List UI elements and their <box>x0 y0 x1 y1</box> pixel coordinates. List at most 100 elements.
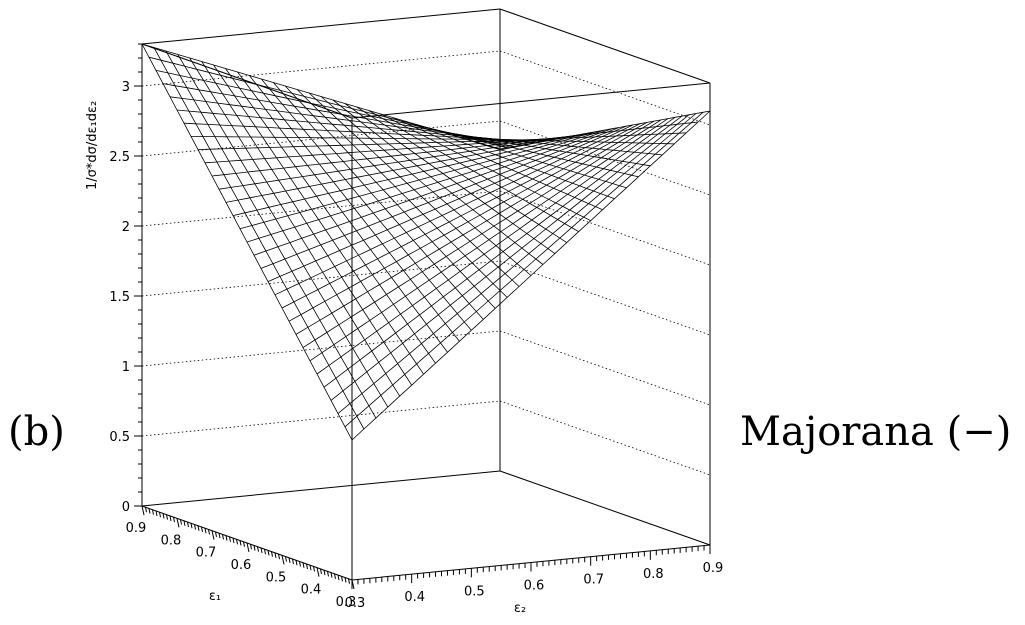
e1-axis-tick <box>278 554 280 560</box>
e1-axis-tick <box>232 537 235 544</box>
e1-axis-tick <box>225 535 228 541</box>
e1-axis-tick <box>141 505 145 516</box>
box-front-edges <box>141 43 711 580</box>
e1-axis-tick <box>169 515 172 521</box>
e1-axis-tick <box>306 563 308 570</box>
mesh-line-e2 <box>141 43 353 441</box>
e1-axis-tick <box>194 524 196 530</box>
e1-tick-label: 0.7 <box>196 546 217 561</box>
e1-axis-tick <box>341 576 343 582</box>
e2-tick-label: 0.8 <box>643 567 664 582</box>
e1-axis-tick <box>334 573 336 579</box>
box-floor-back-edge <box>499 470 711 546</box>
e1-axis-tick <box>271 551 273 557</box>
mesh-line-e2 <box>153 47 365 430</box>
e2-tick-label: 0.7 <box>583 573 604 588</box>
e1-axis-tick <box>148 508 151 514</box>
e1-tick-label: 0.6 <box>231 558 252 573</box>
e1-axis-tick <box>253 545 256 551</box>
mesh-line-e2 <box>404 120 615 200</box>
box-top-front-edge <box>351 82 711 119</box>
mesh-line-e2 <box>249 75 460 342</box>
e1-tick-label: 0.3 <box>336 595 357 610</box>
panel-label: (b) <box>8 409 65 455</box>
e1-axis-tick <box>288 557 291 563</box>
axes <box>134 43 711 590</box>
e2-tick-label: 0.9 <box>703 561 724 576</box>
e1-axis-tick <box>218 533 221 539</box>
box-back-edges <box>141 8 711 546</box>
mesh-line-e2 <box>332 99 544 265</box>
e1-axis-tick <box>246 542 250 553</box>
e1-axis-tick <box>173 517 175 523</box>
z-gridline <box>499 50 711 126</box>
mesh-line-e2 <box>380 113 591 222</box>
e1-axis-tick <box>299 561 301 567</box>
e1-axis-tick <box>236 539 238 545</box>
mesh-line-e2 <box>225 68 436 364</box>
e1-axis-tick <box>250 544 252 550</box>
mesh-line-e2 <box>284 85 496 309</box>
box-top-edge <box>141 8 501 45</box>
e1-axis-tick <box>166 514 168 520</box>
mesh-line-e2 <box>213 64 424 375</box>
e1-tick-label: 0.9 <box>126 521 147 536</box>
z-gridline <box>141 50 501 87</box>
mesh-line-e2 <box>392 117 603 211</box>
mesh-line-e2 <box>499 110 711 150</box>
e1-axis-tick <box>344 577 347 583</box>
e1-axis-tick <box>274 552 277 558</box>
box-top-edge <box>499 8 711 84</box>
z-tick-label: 1.5 <box>109 290 130 305</box>
e1-axis-tick <box>330 572 333 578</box>
grid-lines <box>141 50 711 476</box>
box-floor-back-edge <box>141 470 501 507</box>
mesh-line-e2 <box>177 54 389 408</box>
e2-tick-label: 0.5 <box>464 584 485 599</box>
z-gridline <box>499 120 711 196</box>
z-gridline <box>141 260 501 297</box>
e1-axis-tick <box>215 531 217 537</box>
e1-axis-tick <box>316 567 320 577</box>
e1-axis-tick <box>302 562 305 568</box>
e1-axis-tick <box>208 529 210 535</box>
e1-axis-tick <box>327 571 329 577</box>
z-tick-label: 0 <box>122 500 130 515</box>
e2-tick-label: 0.6 <box>524 579 545 594</box>
e1-axis-tick <box>337 574 340 581</box>
z-tick-label: 3 <box>122 80 130 95</box>
e1-axis-tick <box>152 509 154 515</box>
mesh-line-e2 <box>476 132 687 143</box>
box-top-front-edge <box>141 43 353 119</box>
e1-axis-tick <box>348 578 350 584</box>
mesh-line-e2 <box>368 110 579 232</box>
tick-labels: 0 0.5 1 1.5 2 2.5 3 0.3 0.4 0.5 0.6 0.7 0.8 0.9 0.3 0.4… <box>109 80 723 611</box>
mesh-line-e2 <box>452 134 663 156</box>
mesh-line-e2 <box>308 92 520 287</box>
z-axis-title: 1/σ*dσ/dε₁dε₂ <box>85 101 100 190</box>
e2-tick-label: 0.4 <box>404 590 425 605</box>
e1-axis-tick <box>197 525 200 531</box>
right-label: Majorana (−) <box>740 409 1011 455</box>
mesh-line-e2 <box>320 96 532 276</box>
e1-axis-tick <box>309 565 312 571</box>
e1-axis-tick <box>264 549 266 555</box>
z-tick-label: 0.5 <box>109 430 130 445</box>
mesh-line-e2 <box>260 78 472 331</box>
mesh-line-e2 <box>356 106 568 243</box>
mesh-line-e2 <box>273 82 484 320</box>
e1-axis-tick <box>285 556 287 562</box>
mesh-line-e2 <box>237 71 448 353</box>
z-tick-label: 1 <box>122 360 130 375</box>
z-gridline <box>499 400 711 476</box>
z-gridline <box>141 190 501 227</box>
mesh-line-e2 <box>416 124 627 189</box>
z-gridline <box>499 260 711 336</box>
e1-axis-tick <box>243 541 245 547</box>
e1-axis-tick <box>281 555 285 565</box>
e1-axis-tick <box>229 536 231 542</box>
e1-tick-label: 0.8 <box>161 533 182 548</box>
e1-axis-tick <box>267 550 270 556</box>
mesh-line-e2 <box>165 50 377 419</box>
e1-axis-tick <box>292 558 294 565</box>
